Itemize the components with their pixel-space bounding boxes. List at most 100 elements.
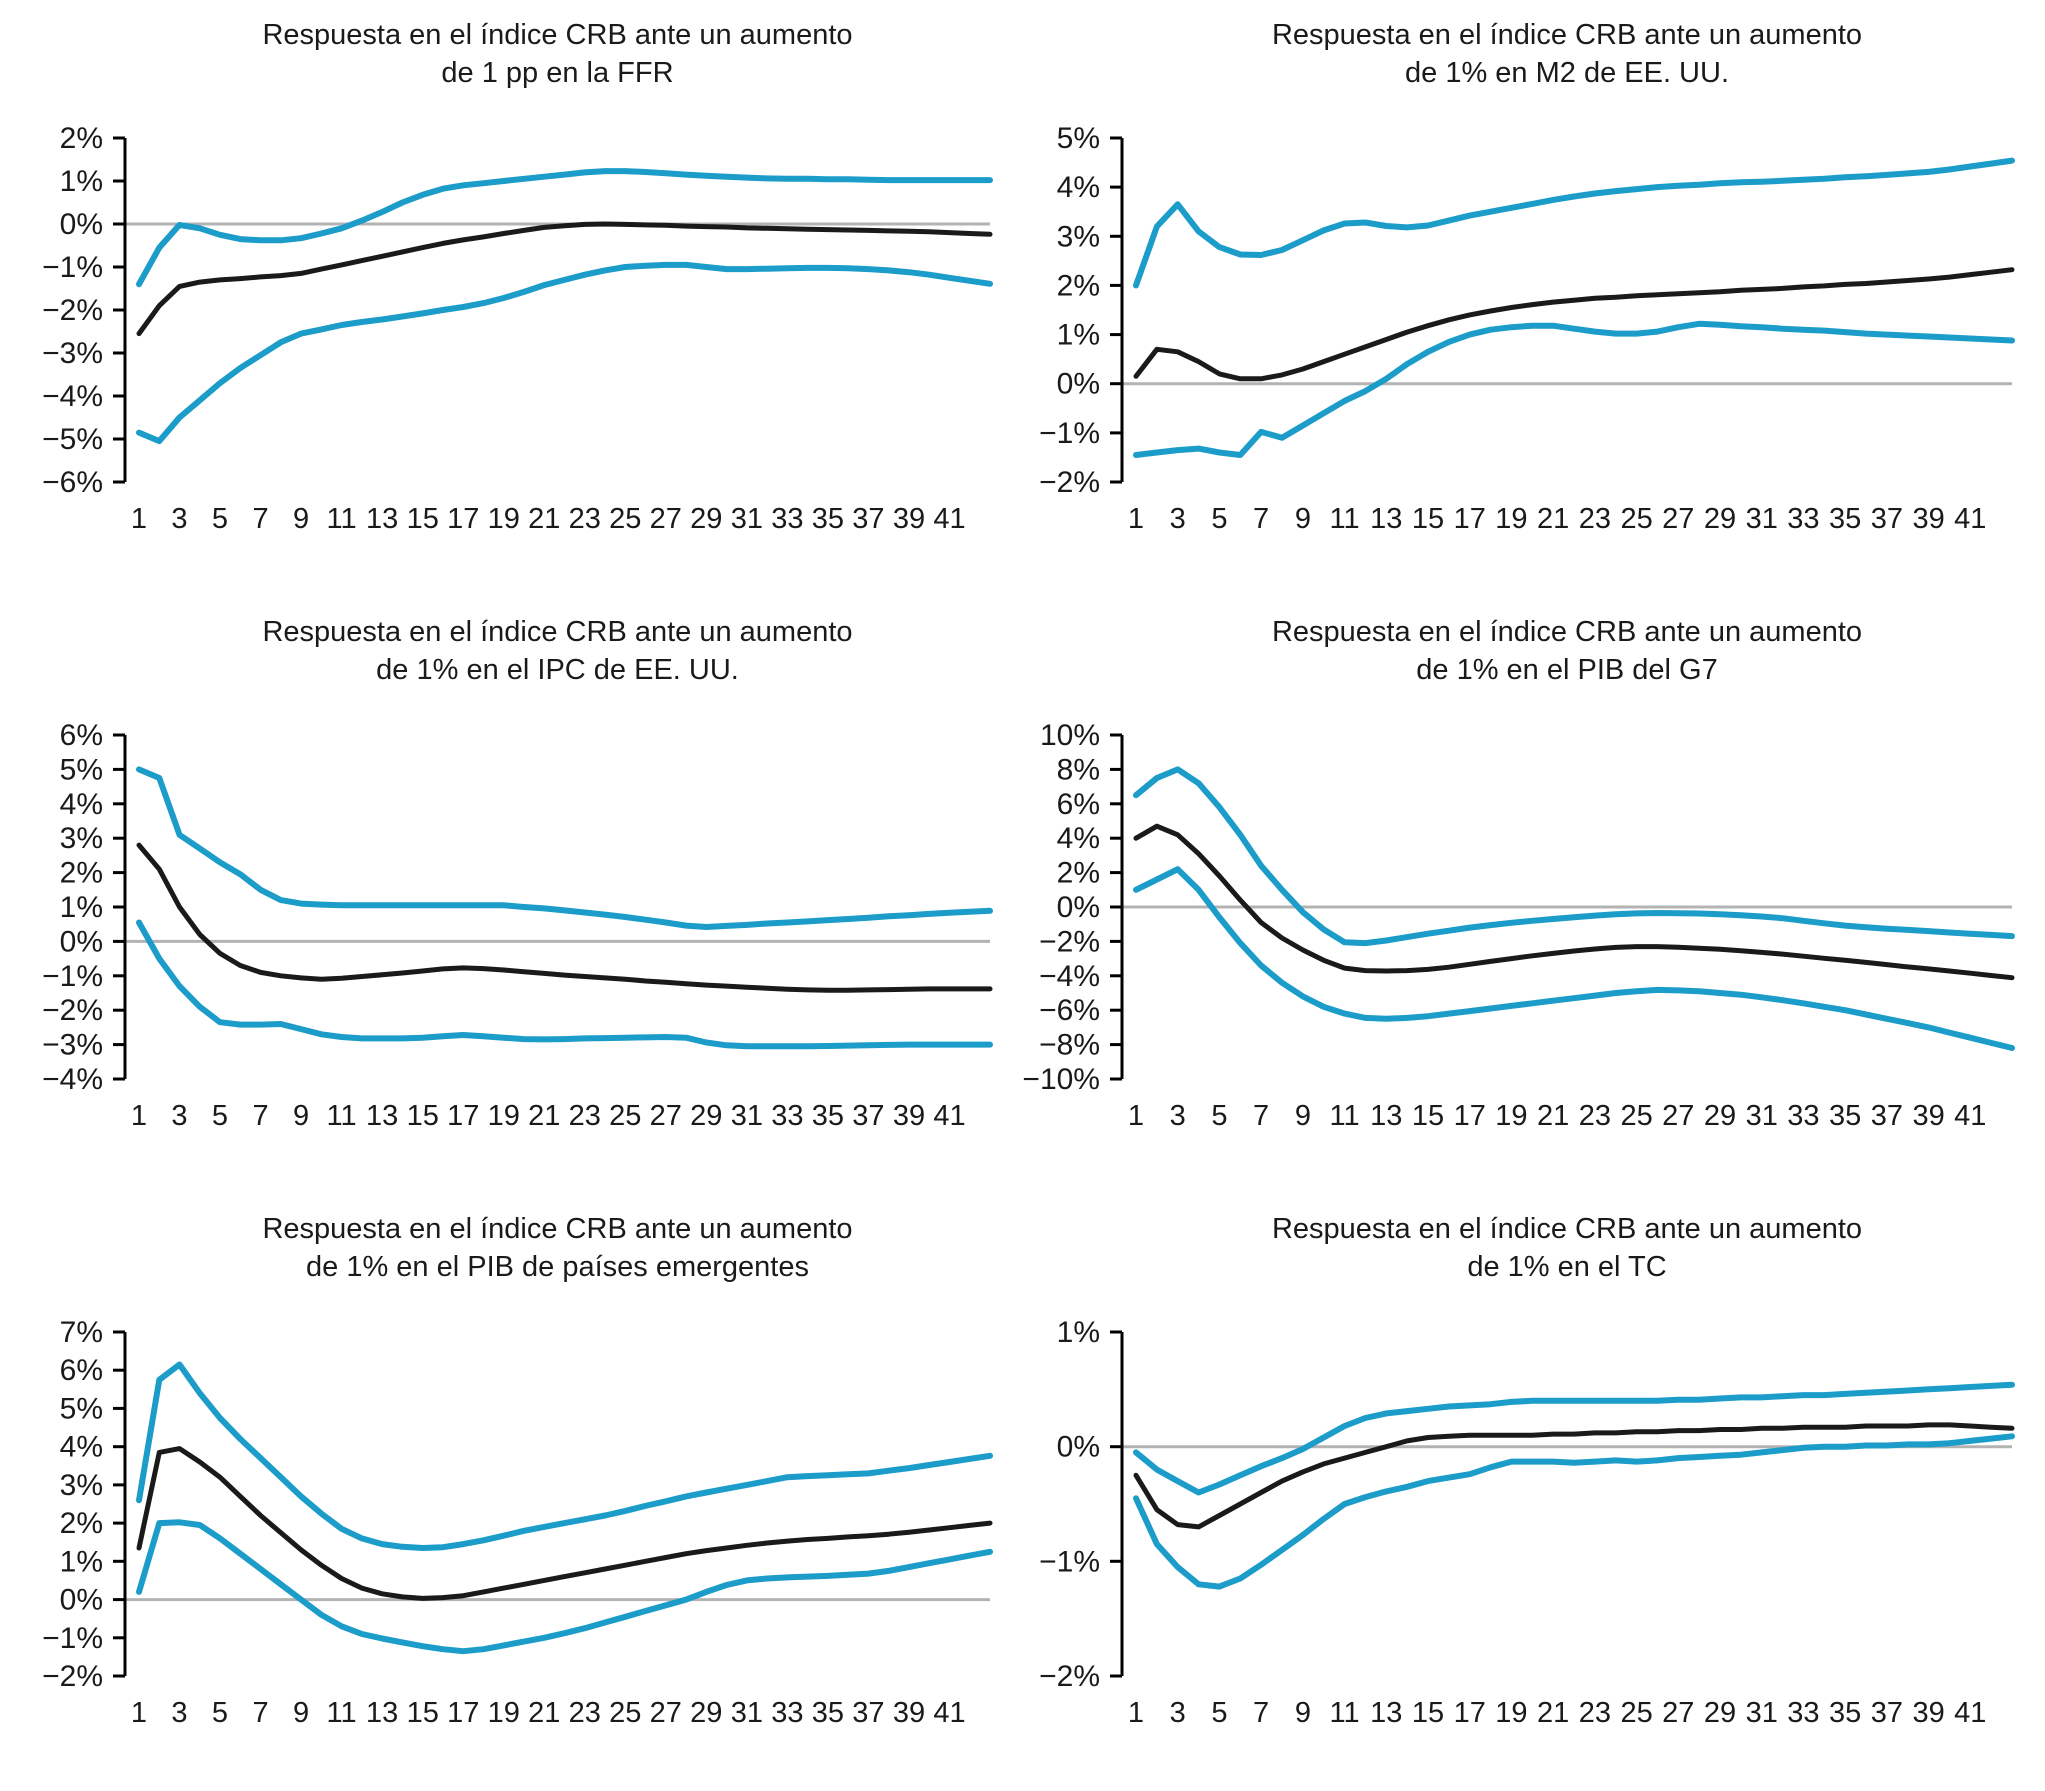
x-tick-label: 13: [1370, 1697, 1402, 1729]
x-tick-label: 11: [327, 1697, 357, 1729]
x-tick-label: 23: [569, 1100, 601, 1132]
x-tick-label: 25: [1620, 503, 1652, 535]
x-tick-label: 33: [1787, 1697, 1819, 1729]
chart-title-pib-emergentes: Respuesta en el índice CRB ante un aumen…: [125, 1210, 990, 1286]
x-tick-label: 15: [1412, 503, 1444, 535]
y-tick-label: 1%: [60, 891, 103, 924]
x-tick-label: 39: [893, 1697, 925, 1729]
chart-canvas-m2: 5%4%3%2%1%0%−1%−2%1 3 5 7 9 11 13 15 17 19 21 23 25 2…: [1039, 122, 2015, 535]
x-tick-label: 23: [569, 1697, 601, 1729]
x-tick-label: 13: [1370, 503, 1402, 535]
x-tick-label: 15: [407, 1100, 439, 1132]
x-tick-label: 37: [1871, 1100, 1903, 1132]
x-tick-label: 21: [1537, 503, 1569, 535]
x-tick-label: 29: [690, 503, 722, 535]
y-tick-label: 2%: [1057, 269, 1100, 302]
chart-title-line2: de 1% en el IPC de EE. UU.: [376, 654, 739, 686]
x-tick-label: 39: [893, 503, 925, 535]
x-tick-label: 35: [1829, 1100, 1861, 1132]
x-tick-label: 9: [1295, 1697, 1311, 1729]
x-tick-label: 1: [1128, 1697, 1144, 1729]
chart-title-line1: Respuesta en el índice CRB ante un aumen…: [1271, 1213, 1863, 1245]
x-tick-label: 1: [1128, 1100, 1144, 1132]
chart-title-line1: Respuesta en el índice CRB ante un aumen…: [1271, 19, 1863, 51]
y-tick-label: 0%: [60, 925, 103, 958]
x-tick-label: 27: [1662, 1100, 1694, 1132]
y-tick-label: 3%: [60, 822, 103, 855]
x-tick-label: 31: [1746, 1697, 1778, 1729]
x-tick-label: 7: [1253, 1697, 1269, 1729]
y-tick-label: 6%: [60, 1354, 103, 1387]
x-tick-label: 5: [1211, 503, 1227, 535]
y-tick-label: −4%: [42, 380, 103, 413]
y-tick-label: −6%: [1039, 994, 1100, 1027]
x-tick-label: 29: [1704, 1100, 1736, 1132]
x-tick-label: 17: [1454, 1697, 1486, 1729]
x-tick-label: 33: [771, 1100, 803, 1132]
x-tick-label: 3: [1170, 503, 1186, 535]
x-tick-label: 25: [1620, 1100, 1652, 1132]
x-tick-label: 1: [1128, 503, 1144, 535]
series-upper-band: [136, 168, 993, 288]
x-tick-label: 7: [1253, 1100, 1269, 1132]
y-tick-label: −2%: [42, 994, 103, 1027]
x-tick-label: 13: [366, 1100, 398, 1132]
x-tick-label: 19: [488, 1100, 520, 1132]
x-tick-label: 15: [407, 503, 439, 535]
x-tick-label: 31: [731, 503, 763, 535]
y-tick-label: 7%: [60, 1316, 103, 1349]
y-tick-label: 1%: [60, 165, 103, 198]
y-tick-label: −1%: [42, 251, 103, 284]
x-tick-label: 27: [1662, 1697, 1694, 1729]
x-tick-label: 3: [171, 1100, 187, 1132]
y-tick-label: −10%: [1022, 1063, 1100, 1096]
x-tick-label: 3: [1170, 1697, 1186, 1729]
x-tick-label: 21: [528, 1697, 560, 1729]
chart-title-pib-g7: Respuesta en el índice CRB ante un aumen…: [1122, 613, 2012, 689]
y-tick-label: −2%: [42, 1660, 103, 1693]
y-tick-label: 2%: [60, 1507, 103, 1540]
y-tick-label: 5%: [60, 753, 103, 786]
series-upper-band: [136, 766, 993, 930]
chart-canvas-pib-emergentes: 7%6%5%4%3%2%1%0%−1%−2%1 3 5 7 9 11 13 15 17 19 21 2…: [42, 1316, 993, 1729]
chart-title-line1: Respuesta en el índice CRB ante un aumen…: [262, 19, 853, 51]
x-tick-label: 19: [488, 503, 520, 535]
y-tick-label: 1%: [1057, 319, 1100, 352]
x-tick-label: 35: [812, 1100, 844, 1132]
x-tick-label: 13: [1370, 1100, 1402, 1132]
chart-cell-ffr: Respuesta en el índice CRB ante un aumen…: [0, 0, 1022, 597]
y-tick-label: −4%: [1039, 960, 1100, 993]
x-tick-label: 5: [212, 1100, 228, 1132]
y-tick-label: −6%: [42, 466, 103, 499]
chart-cell-pib-g7: Respuesta en el índice CRB ante un aumen…: [1022, 597, 2045, 1194]
y-tick-label: 0%: [60, 208, 103, 241]
x-tick-label: 19: [1495, 1697, 1527, 1729]
x-tick-label: 21: [1537, 1100, 1569, 1132]
x-tick-label: 27: [650, 503, 682, 535]
x-tick-label: 27: [650, 1100, 682, 1132]
x-tick-label: 5: [212, 1697, 228, 1729]
y-tick-label: 10%: [1040, 719, 1100, 752]
x-tick-label: 29: [1704, 1697, 1736, 1729]
x-tick-label: 21: [528, 503, 560, 535]
x-tick-label: 19: [488, 1697, 520, 1729]
x-tick-label: 41: [1954, 503, 1986, 535]
x-tick-label: 35: [812, 503, 844, 535]
y-tick-label: −8%: [1039, 1029, 1100, 1062]
x-tick-label: 37: [852, 1100, 884, 1132]
x-tick-label: 29: [1704, 503, 1736, 535]
x-tick-label: 11: [327, 1100, 357, 1132]
y-tick-label: −4%: [42, 1063, 103, 1096]
x-tick-label: 17: [447, 503, 479, 535]
y-tick-label: −1%: [1039, 417, 1100, 450]
chart-title-line1: Respuesta en el índice CRB ante un aumen…: [262, 1213, 853, 1245]
chart-title-line2: de 1% en el PIB de países emergentes: [306, 1251, 809, 1283]
x-tick-label: 37: [1871, 503, 1903, 535]
x-tick-label: 31: [731, 1697, 763, 1729]
chart-title-m2: Respuesta en el índice CRB ante un aumen…: [1122, 16, 2012, 92]
x-tick-label: 15: [1412, 1697, 1444, 1729]
series-lower-band: [1133, 320, 2015, 458]
x-tick-label: 29: [690, 1697, 722, 1729]
y-tick-label: 3%: [1057, 220, 1100, 253]
series-lower-band: [136, 261, 993, 445]
